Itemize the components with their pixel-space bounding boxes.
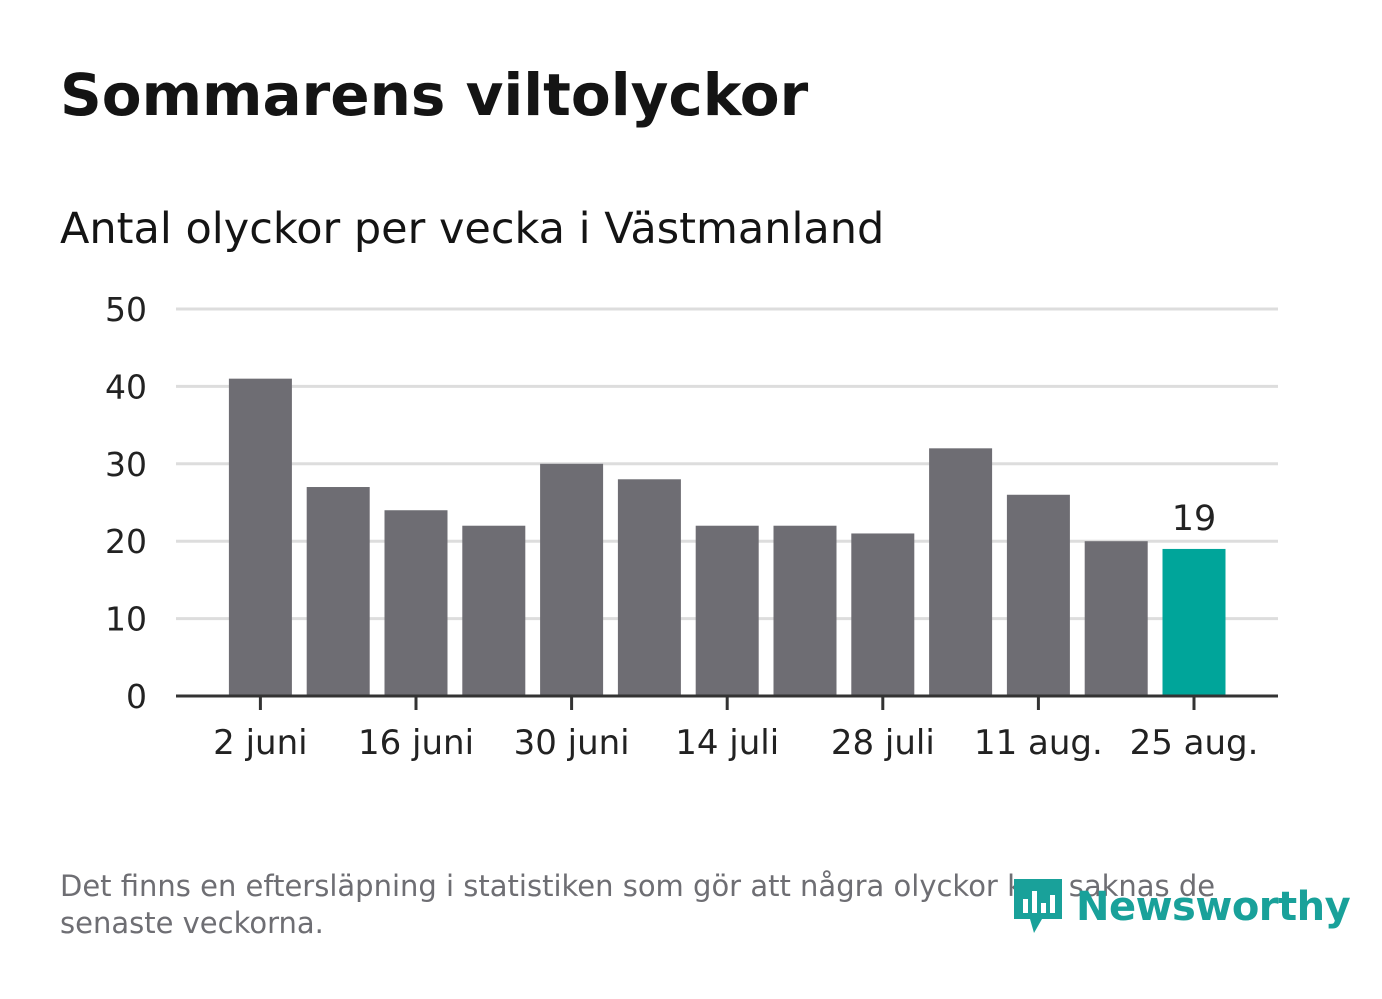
bar bbox=[306, 487, 370, 696]
bar bbox=[228, 378, 292, 696]
y-tick-label: 50 bbox=[105, 290, 147, 329]
bar bbox=[1162, 548, 1226, 696]
chart-title: Sommarens viltolyckor bbox=[60, 61, 809, 129]
bar bbox=[462, 525, 526, 696]
x-tick-label: 25 aug. bbox=[1130, 723, 1259, 763]
x-axis bbox=[176, 694, 1278, 710]
x-tick-label: 28 juli bbox=[831, 723, 935, 763]
y-axis-tick-labels: 0 10 20 30 40 50 bbox=[105, 290, 147, 716]
data-label: 19 bbox=[1172, 499, 1217, 539]
x-tick-label: 2 juni bbox=[213, 723, 307, 763]
bar bbox=[773, 525, 837, 696]
x-tick-label: 14 juli bbox=[675, 723, 779, 763]
bar bbox=[1006, 494, 1070, 696]
x-axis-tick-labels: 2 juni 16 juni 30 juni 14 juli 28 juli 11 aug… bbox=[213, 723, 1258, 763]
chart-subtitle: Antal olyckor per vecka i Västmanland bbox=[60, 204, 885, 254]
logo-text: Newsworthy bbox=[1076, 884, 1351, 930]
newsworthy-logo: Newsworthy bbox=[1010, 875, 1351, 939]
x-tick-label: 11 aug. bbox=[974, 723, 1103, 763]
bar bbox=[851, 533, 915, 696]
bar bbox=[695, 525, 759, 696]
bar bbox=[540, 463, 604, 696]
bar bbox=[617, 479, 681, 696]
x-tick-label: 16 juni bbox=[358, 723, 474, 763]
bar bbox=[1084, 541, 1148, 696]
bar bbox=[929, 448, 993, 696]
y-tick-label: 30 bbox=[105, 445, 147, 484]
x-tick-label: 30 juni bbox=[514, 723, 630, 763]
newsworthy-logo-icon bbox=[1014, 879, 1062, 933]
y-tick-label: 20 bbox=[105, 522, 147, 561]
y-tick-label: 40 bbox=[105, 367, 147, 406]
y-tick-label: 10 bbox=[105, 600, 147, 639]
data-labels: 19 bbox=[1172, 499, 1217, 539]
bar bbox=[384, 510, 448, 696]
y-tick-label: 0 bbox=[126, 677, 147, 716]
bars bbox=[228, 378, 1226, 696]
